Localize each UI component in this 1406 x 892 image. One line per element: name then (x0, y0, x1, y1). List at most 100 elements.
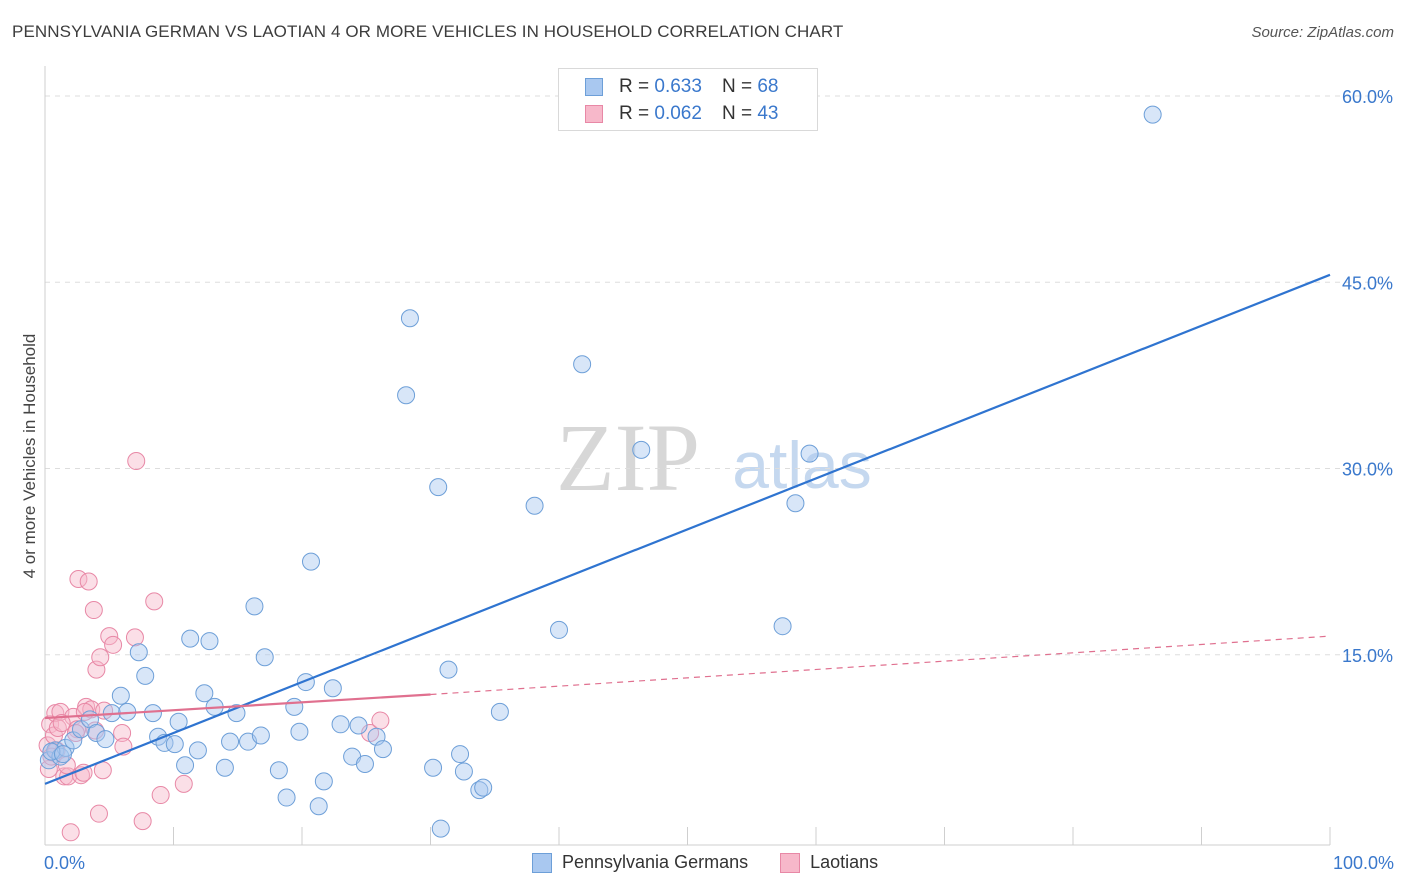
n-label: N = (721, 76, 753, 97)
laotian-point (52, 714, 71, 733)
pennsylvania-german-point (309, 797, 328, 816)
pennsylvania-german-point (314, 772, 333, 791)
pennsylvania-german-point (786, 494, 805, 513)
pink-swatch (780, 852, 801, 873)
laotian-point (371, 711, 390, 730)
laotians-points (38, 452, 390, 842)
pennsylvania-german-point (200, 632, 219, 651)
stats-row-pennsylvania-germans: R = 0.633 N = 68 (585, 75, 778, 99)
pennsylvania-german-point (373, 740, 392, 759)
pennsylvania-german-point (331, 715, 350, 734)
pennsylvania-german-point (51, 747, 70, 766)
pennsylvania-german-point (285, 697, 304, 716)
laotian-point (61, 823, 80, 842)
n-value: 43 (757, 103, 779, 124)
laotian-point (100, 627, 119, 646)
pennsylvania-german-point (221, 732, 240, 751)
n-label: N = (721, 103, 753, 124)
pennsylvania-german-point (188, 741, 207, 760)
pennsylvania-german-point (71, 720, 90, 739)
laotian-point (113, 723, 132, 742)
pennsylvania-german-point (400, 309, 419, 328)
pennsylvania-german-point (96, 730, 115, 749)
r-value: 0.062 (654, 103, 702, 124)
laotians-trend-extension (430, 635, 1331, 696)
pennsylvania-german-point (143, 704, 162, 723)
pennsylvania-german-point (111, 686, 130, 705)
pennsylvania-german-point (136, 666, 155, 685)
laotian-point (133, 812, 152, 831)
legend-item-laotians[interactable]: Laotians (780, 852, 878, 873)
pennsylvania-german-point (129, 643, 148, 662)
blue-swatch (585, 78, 603, 96)
pennsylvania-german-point (800, 444, 819, 463)
stats-row-laotians: R = 0.062 N = 43 (585, 102, 778, 126)
pennsylvania-german-point (424, 758, 443, 777)
laotian-point (69, 570, 88, 589)
chart-title: PENNSYLVANIA GERMAN VS LAOTIAN 4 OR MORE… (12, 22, 844, 41)
pennsylvania-german-point (349, 716, 368, 735)
laotian-point (104, 635, 123, 654)
laotian-point (151, 786, 170, 805)
pennsylvania-german-point (397, 386, 416, 405)
legend-item-pennsylvania-germans[interactable]: Pennsylvania Germans (532, 852, 748, 873)
y-tick-labels: 15.0% 30.0% 45.0% 60.0% (1342, 87, 1393, 666)
trend-lines (44, 273, 1331, 785)
n-value: 68 (757, 76, 779, 97)
pennsylvania-german-point (773, 617, 792, 636)
legend-label: Pennsylvania Germans (562, 852, 749, 872)
pennsylvania-german-point (454, 762, 473, 781)
pennsylvania-german-point (323, 679, 342, 698)
pennsylvania-german-point (431, 819, 450, 838)
pennsylvania-german-point (277, 788, 296, 807)
pennsylvania-german-point (53, 745, 72, 764)
y-tick-label: 30.0% (1342, 460, 1393, 480)
watermark: ZIP atlas (556, 404, 872, 511)
grid (45, 95, 1390, 656)
laotian-point (127, 452, 146, 471)
pennsylvania-german-point (632, 440, 651, 459)
laotian-point (89, 804, 108, 823)
pennsylvania-german-point (301, 552, 320, 571)
pennsylvania-german-point (451, 745, 470, 764)
pink-swatch (585, 105, 603, 123)
pennsylvania-german-point (42, 742, 61, 761)
blue-swatch (532, 852, 552, 873)
r-value: 0.633 (654, 76, 702, 97)
laotian-point (84, 601, 103, 620)
laotians-trend-line (44, 693, 431, 720)
pennsylvania-german-point (573, 355, 592, 374)
stats-legend: R = 0.633 N = 68 R = 0.062 N = 43 (558, 68, 818, 131)
pennsylvania-german-point (181, 629, 200, 648)
x-tick-min: 0.0% (44, 853, 86, 873)
pennsylvania-german-point (165, 735, 184, 754)
laotian-point (125, 628, 144, 647)
pennsylvania-german-point (215, 758, 234, 777)
pennsylvania-german-point (550, 620, 568, 639)
pennsylvania-german-point (245, 597, 264, 616)
y-tick-label: 45.0% (1342, 273, 1393, 293)
r-label: R = (619, 76, 650, 97)
laotian-point (145, 592, 164, 611)
pennsylvania-german-point (525, 496, 544, 515)
pennsylvania-german-point (429, 478, 448, 497)
axes (44, 66, 1331, 846)
r-label: R = (619, 103, 650, 124)
source-label: Source: ZipAtlas.com (1251, 24, 1394, 41)
pennsylvania-german-point (87, 723, 106, 742)
x-tick-max: 100.0% (1332, 853, 1394, 873)
watermark-zip: ZIP (556, 404, 700, 511)
pennsylvania-german-point (1143, 105, 1162, 124)
pennsylvania-german-point (255, 648, 274, 667)
laotian-point (91, 648, 110, 667)
pennsylvania-german-point (290, 722, 309, 741)
pennsylvania-german-point (474, 778, 493, 797)
pennsylvania-german-point (176, 756, 195, 775)
pennsylvania-german-point (269, 761, 288, 780)
pennsylvania-german-point (439, 660, 458, 679)
legend-label: Laotians (810, 852, 879, 872)
y-tick-label: 60.0% (1342, 87, 1393, 107)
y-tick-label: 15.0% (1342, 646, 1393, 666)
pennsylvania-german-point (355, 755, 374, 774)
